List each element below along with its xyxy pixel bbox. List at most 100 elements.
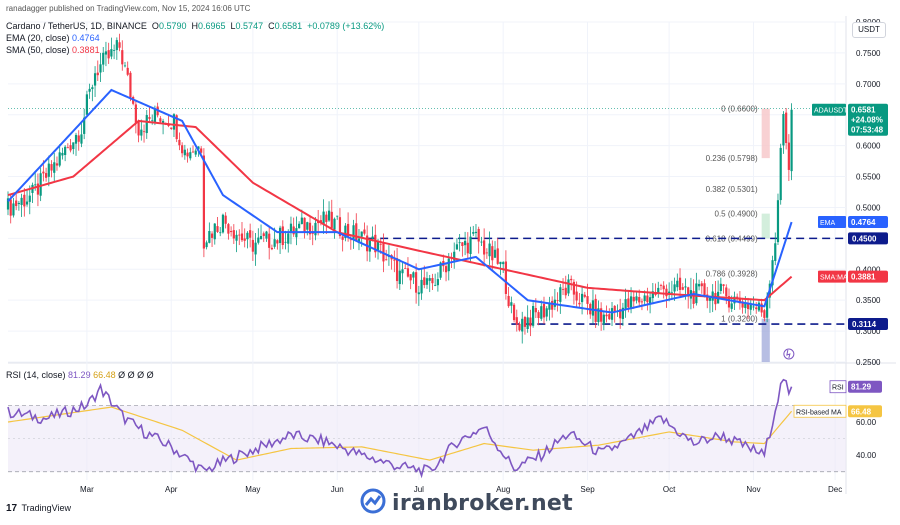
candle-body <box>9 199 12 216</box>
candle-body <box>15 200 18 207</box>
candle-body <box>771 260 774 286</box>
candle-body <box>613 305 616 313</box>
candle-body <box>580 293 584 303</box>
rsi-legend[interactable]: RSI (14, close) 81.29 66.48 Ø Ø Ø Ø <box>6 370 154 380</box>
candle-body <box>181 145 184 154</box>
candle-body <box>210 233 214 238</box>
candle-body <box>175 115 178 140</box>
rsi-line <box>7 378 793 479</box>
candle-body <box>436 279 439 286</box>
candle-body <box>779 147 782 201</box>
candle-body <box>736 296 739 298</box>
candle-body <box>662 285 665 290</box>
pair-title: Cardano / TetherUS, 1D, BINANCE <box>6 21 147 31</box>
candle-body <box>306 222 309 230</box>
candle-body <box>493 249 497 258</box>
candle-body <box>575 291 578 301</box>
price-tag-value: 07:53:48 <box>851 126 884 135</box>
sma50-line <box>7 119 793 302</box>
candle-body <box>72 142 75 150</box>
x-tick-label: Nov <box>746 485 760 494</box>
candle-body <box>404 268 407 269</box>
candle-body <box>398 270 401 285</box>
open-value: 0.5790 <box>158 21 187 31</box>
candle-body <box>216 226 219 232</box>
candle-body <box>496 248 499 264</box>
candle-body <box>355 223 358 241</box>
ema-legend[interactable]: EMA (20, close) 0.4764 <box>6 33 100 43</box>
candle-body <box>254 242 257 255</box>
candle-body <box>34 184 37 186</box>
candle-body <box>118 42 121 48</box>
x-tick-label: May <box>245 485 260 494</box>
candle-body <box>681 287 684 290</box>
candle-body <box>417 292 420 295</box>
rsi-tag-name-bg <box>793 404 847 418</box>
candle-body <box>322 211 325 225</box>
currency-button[interactable]: USDT <box>852 22 886 38</box>
candle-body <box>99 64 102 73</box>
candle-body <box>733 296 736 304</box>
candle-body <box>551 300 554 310</box>
candle-body <box>88 88 91 92</box>
candle-body <box>333 218 336 230</box>
price-tag-value: 0.3881 <box>851 273 876 282</box>
price-tag-name: SMA:MA <box>820 275 848 282</box>
candle-body <box>240 233 244 241</box>
candle-body <box>763 310 766 318</box>
sma-legend-value: 0.3881 <box>72 45 100 55</box>
price-tag-bg <box>848 103 888 136</box>
high-value: 0.6965 <box>197 21 226 31</box>
x-tick-label: Jun <box>331 485 344 494</box>
candle-body <box>657 287 660 294</box>
candle-body <box>673 284 676 292</box>
watermark-text: iranbroker.net <box>392 491 573 516</box>
candle-body <box>458 242 461 244</box>
lightning-icon-glyph <box>786 349 791 359</box>
candle-body <box>423 277 426 286</box>
candle-body <box>643 295 646 302</box>
candle-body <box>134 104 137 124</box>
candle-body <box>725 287 728 297</box>
candle-body <box>444 266 448 273</box>
candle-body <box>425 278 429 285</box>
candle-body <box>706 294 709 301</box>
candle-body <box>608 314 611 320</box>
candle-body <box>268 233 271 248</box>
price-tag-name-bg <box>818 270 846 283</box>
candle-body <box>338 217 342 237</box>
candle-body <box>670 292 673 294</box>
candle-body <box>542 303 546 318</box>
tradingview-footer[interactable]: 17 TradingView <box>6 503 71 514</box>
candle-body <box>238 234 241 236</box>
candle-body <box>273 239 276 247</box>
candle-body <box>129 72 132 98</box>
fib-level-label: 1 (0.3200) <box>721 315 758 324</box>
candle-body <box>624 299 627 309</box>
watermark: iranbroker.net <box>360 488 573 520</box>
candle-body <box>235 234 238 241</box>
candle-body <box>55 163 59 166</box>
candle-body <box>453 251 456 261</box>
candle-body <box>80 134 83 144</box>
candle-body <box>287 233 290 244</box>
candle-body <box>785 112 788 143</box>
candle-body <box>578 302 581 305</box>
candle-body <box>491 246 494 261</box>
candle-body <box>510 302 513 306</box>
level-tag <box>848 318 888 331</box>
sma-legend[interactable]: SMA (50, close) 0.3881 <box>6 45 100 55</box>
x-tick-label: Jul <box>414 485 424 494</box>
rsi-tag-name: RSI <box>832 385 844 392</box>
candle-body <box>213 223 216 240</box>
candle-body <box>200 148 203 153</box>
candle-body <box>730 303 733 309</box>
candle-body <box>719 283 722 291</box>
candle-body <box>646 295 649 303</box>
candle-body <box>366 235 369 252</box>
candle-body <box>504 261 508 294</box>
candle-body <box>42 171 45 174</box>
candle-body <box>53 162 56 173</box>
